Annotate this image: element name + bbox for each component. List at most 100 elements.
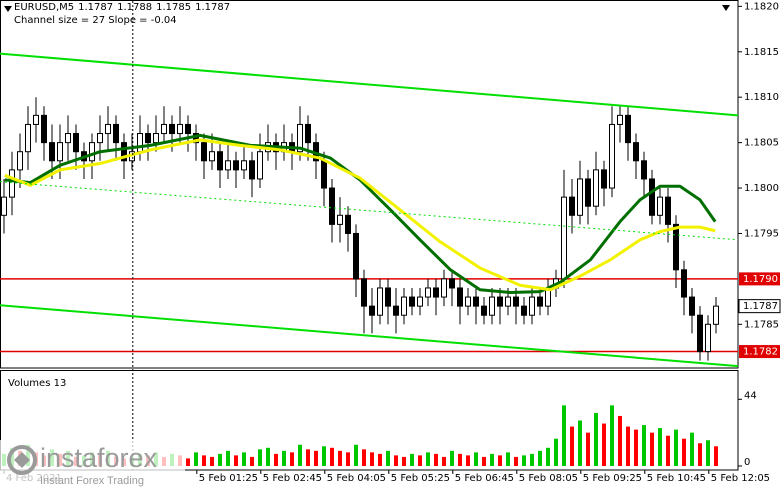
volume-bar	[426, 452, 430, 466]
candle-body	[161, 123, 167, 135]
volume-bar	[282, 450, 286, 466]
volume-bar	[626, 426, 630, 466]
candle-body	[697, 314, 703, 353]
y-tick-label: 1.1805	[744, 138, 779, 149]
price-label: 1.1787	[743, 301, 778, 312]
candle-body	[201, 142, 207, 162]
volume-title: Volumes 13	[8, 378, 66, 389]
candle-body	[649, 178, 655, 216]
symbol: EURUSD,M5	[14, 2, 75, 13]
line-series	[0, 181, 738, 241]
volume-bar	[602, 423, 606, 466]
candle-body	[177, 123, 183, 135]
y-tick-label: 1.1820	[744, 1, 779, 12]
candle-body	[121, 142, 127, 162]
price-frame	[0, 0, 739, 369]
candle-body	[417, 296, 423, 307]
volume-bar	[698, 443, 702, 466]
header-value: 1.1787	[195, 2, 231, 13]
candle-body	[225, 160, 231, 171]
y-tick-label: 1.1785	[744, 319, 779, 330]
volume-bar	[634, 429, 638, 466]
volume-bar	[322, 446, 326, 466]
volume-bar	[522, 455, 526, 466]
candle-body	[185, 123, 191, 135]
watermark: instaforex Instant Forex Trading	[0, 440, 185, 489]
candle-body	[689, 296, 695, 316]
volume-bar	[690, 432, 694, 466]
volume-bar	[410, 453, 414, 466]
candle-body	[217, 151, 223, 171]
candle-body	[57, 142, 63, 162]
volume-bar	[546, 447, 550, 466]
volume-bar	[202, 455, 206, 466]
volume-bar	[330, 447, 334, 466]
candle-body	[465, 296, 471, 307]
volume-bar	[482, 456, 486, 466]
header: EURUSD,M5 1.1787 1.1788 1.1785 1.1787 Channe…	[14, 1, 230, 27]
candle-body	[297, 123, 303, 153]
volume-bar	[714, 446, 718, 466]
level-label-bg	[739, 272, 780, 286]
line-series	[0, 304, 738, 368]
candle-body	[353, 232, 359, 280]
candle-body	[705, 323, 711, 353]
volume-bar	[298, 444, 302, 466]
volume-bar	[442, 456, 446, 466]
candle-body	[241, 160, 247, 171]
candle-body	[449, 278, 455, 289]
x-tick-label: 5 Feb 09:25	[583, 473, 642, 484]
y-tick-label: 44	[744, 390, 757, 401]
volume-bar	[538, 450, 542, 466]
x-tick-label: 5 Feb 12:05	[711, 473, 770, 484]
volume-bar	[706, 440, 710, 466]
candle-body	[641, 160, 647, 180]
volume-bar	[306, 449, 310, 466]
candle-body	[73, 133, 79, 153]
volume-bar	[234, 455, 238, 466]
volume-bar	[338, 450, 342, 466]
candle-body	[601, 169, 607, 189]
candle-body	[329, 187, 335, 225]
candle-body	[433, 287, 439, 298]
volume-bar	[650, 432, 654, 466]
level-label-bg	[739, 345, 780, 359]
level-label: 1.1782	[743, 347, 778, 358]
watermark-icon	[7, 445, 37, 475]
watermark-brand: instaforex	[40, 443, 158, 473]
candle-body	[1, 196, 7, 216]
candle-body	[369, 305, 375, 316]
candle-body	[89, 142, 95, 162]
candle-body	[617, 114, 623, 125]
volume-bar	[266, 447, 270, 466]
candle-body	[457, 287, 463, 307]
y-tick-label: 1.1795	[744, 228, 779, 239]
candle-body	[41, 114, 47, 144]
candle-body	[25, 123, 31, 153]
candle-body	[673, 223, 679, 271]
candle-body	[385, 287, 391, 307]
volume-bar	[186, 458, 190, 466]
menu-triangle	[4, 6, 12, 12]
volume-bar	[562, 405, 566, 466]
candle-body	[33, 114, 39, 125]
volume-bar	[554, 438, 558, 466]
candle-body	[633, 142, 639, 162]
line-series	[4, 133, 717, 295]
volume-bar	[354, 444, 358, 466]
volume-bar	[530, 453, 534, 466]
candle-body	[233, 160, 239, 171]
candle-body	[113, 123, 119, 144]
volume-bar	[458, 453, 462, 466]
volume-bar	[434, 453, 438, 466]
volume-bar	[226, 450, 230, 466]
volume-bar	[258, 449, 262, 466]
x-tick-label: 5 Feb 06:45	[455, 473, 514, 484]
candle-body	[657, 196, 663, 216]
volume-bar	[490, 453, 494, 466]
candle-body	[513, 296, 519, 307]
volume-bar	[402, 456, 406, 466]
candle-body	[393, 305, 399, 316]
volume-bar	[666, 435, 670, 466]
